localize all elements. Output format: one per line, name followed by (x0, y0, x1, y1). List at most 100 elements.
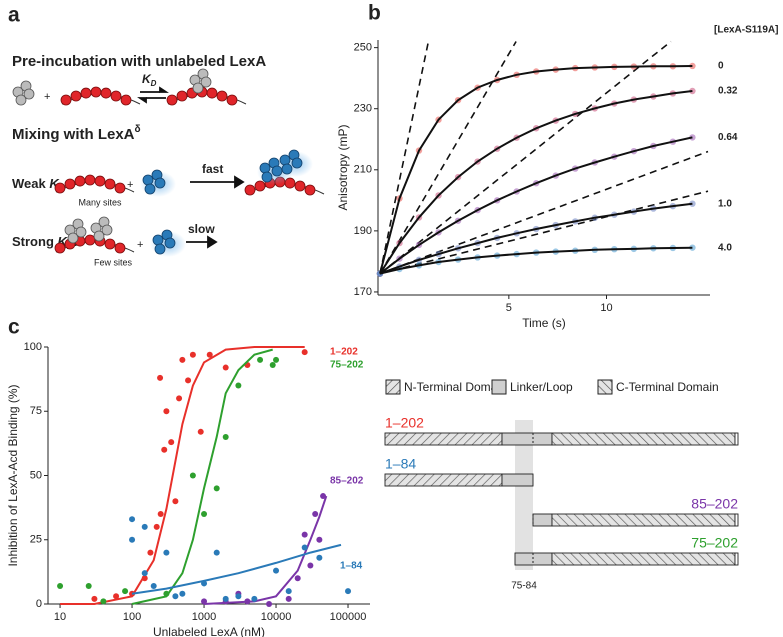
scheme-shapes (12, 68, 325, 257)
labeled-lexa (291, 157, 303, 169)
data-point (157, 511, 164, 518)
weak-k: K (49, 176, 60, 191)
lexa-site (216, 90, 228, 102)
x-axis-title: Time (s) (522, 316, 566, 330)
lexa-site (206, 87, 218, 99)
legend-title: [LexA-S119A] (714, 25, 778, 36)
legend-swatch (385, 379, 401, 395)
mix-main: Mixing with LexA (12, 126, 135, 143)
x-tick-label: 5 (506, 302, 512, 314)
lexa-site (84, 174, 96, 186)
y-tick-label: 250 (354, 42, 372, 54)
data-point (689, 244, 696, 251)
unlabeled-lexa (15, 94, 27, 106)
strong-pre: Strong (12, 234, 58, 249)
mix-sup: δ (135, 124, 141, 135)
domain-segment (384, 473, 503, 487)
fit-line (379, 136, 693, 275)
lexa-site (94, 175, 106, 187)
series-label: 85–202 (330, 476, 364, 487)
lexa-site (70, 90, 82, 102)
lexa-site (120, 94, 132, 106)
domain-segment (551, 513, 736, 527)
data-point (294, 575, 301, 582)
data-point (689, 62, 696, 70)
data-point (320, 493, 327, 500)
unlabeled-lexa (67, 232, 79, 244)
series-label: 4.0 (718, 242, 732, 253)
y-tick-label: 190 (354, 225, 372, 237)
data-point (147, 549, 154, 556)
panel-label: c (8, 316, 20, 339)
kd-main: K (142, 72, 152, 86)
data-point (185, 377, 192, 384)
lexa-site (100, 87, 112, 99)
kd-sub: D (151, 79, 157, 88)
series-label: 1–202 (330, 347, 358, 358)
initial-slope (379, 41, 430, 274)
fit-line (379, 65, 693, 274)
data-point (301, 531, 308, 538)
lexa-site (176, 90, 188, 102)
data-point (153, 523, 160, 530)
data-point (141, 575, 148, 582)
labeled-lexa (281, 163, 293, 175)
data-point (141, 523, 148, 530)
data-point (129, 516, 136, 523)
strong-k: K (58, 234, 69, 249)
lexa-site (110, 90, 122, 102)
lexa-site (114, 242, 126, 254)
unlabeled-lexa (23, 88, 35, 100)
data-point (122, 588, 129, 595)
domain-segment (551, 552, 736, 566)
series-label: 0 (718, 61, 724, 72)
data-point (213, 549, 220, 556)
region-band (515, 420, 533, 570)
domain-segment (734, 552, 739, 566)
data-point (91, 595, 98, 602)
plus-signs: + + + (44, 91, 143, 251)
domain-segment (384, 432, 503, 446)
rate-label: fast (202, 162, 223, 176)
y-tick-label: 25 (30, 534, 42, 546)
data-point (176, 395, 183, 402)
series-label: 1–84 (340, 561, 363, 572)
data-point (235, 382, 242, 389)
data-point (273, 356, 280, 363)
x-tick-label: 10000 (261, 611, 292, 623)
data-point (273, 567, 280, 574)
data-point (163, 549, 170, 556)
lexa-site (64, 178, 76, 190)
lexa-site (60, 94, 72, 106)
legend-label: N-Terminal Domain (404, 380, 507, 394)
y-tick-label: 50 (30, 469, 42, 481)
kd-label: KD (142, 72, 157, 88)
x-tick-label: 10 (600, 302, 612, 314)
x-tick-label: 10 (54, 611, 66, 623)
scheme-arrows (137, 86, 245, 249)
series-label: 1.0 (718, 198, 732, 209)
y-tick-label: 75 (30, 405, 42, 417)
x-tick-label: 100 (123, 611, 141, 623)
data-point (689, 200, 696, 207)
series-label: 75–202 (330, 360, 364, 371)
construct-label: 1–202 (385, 415, 424, 431)
data-point (269, 361, 276, 368)
y-axis-title: Inhibition of LexA-Acd Binding (%) (6, 384, 20, 566)
labeled-lexa (142, 174, 154, 186)
construct-diagram: N-Terminal Domain Linker/Loop C-Terminal D… (384, 379, 739, 592)
unlabeled-lexa (200, 76, 212, 88)
data-point (189, 351, 196, 358)
lexa-site (304, 184, 316, 196)
legend-swatch (597, 379, 613, 395)
lexa-site (104, 238, 116, 250)
y-tick-label: 100 (24, 341, 42, 353)
plus: + (44, 91, 50, 103)
series-label: 0.64 (718, 132, 738, 143)
lexa-site (54, 182, 66, 194)
panel-label: b (368, 2, 381, 25)
fit-line (379, 90, 693, 275)
y-tick-label: 210 (354, 164, 372, 176)
lexa-site (244, 184, 256, 196)
